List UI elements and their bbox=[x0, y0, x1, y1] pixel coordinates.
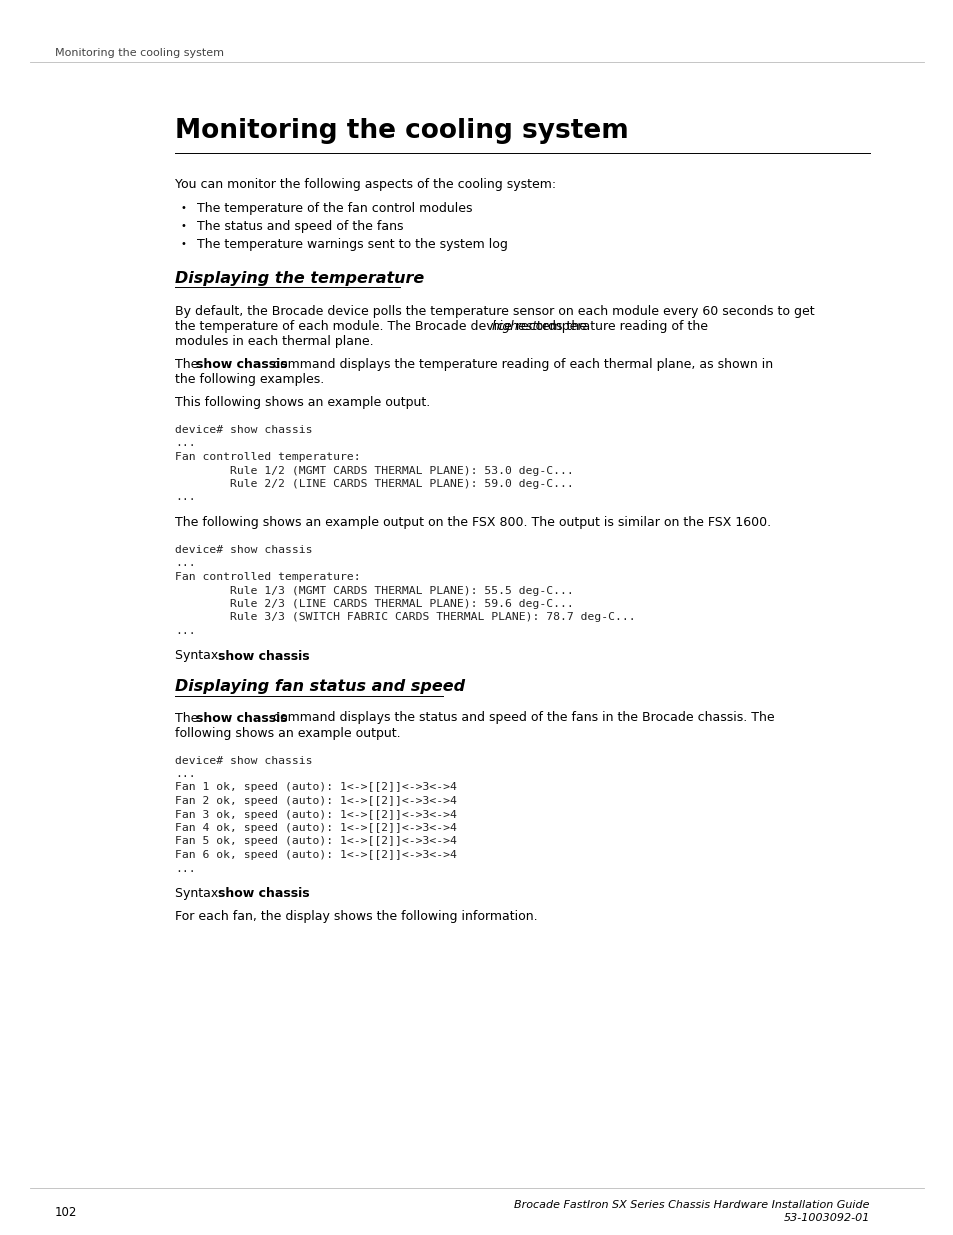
Text: Rule 1/3 (MGMT CARDS THERMAL PLANE): 55.5 deg-C...: Rule 1/3 (MGMT CARDS THERMAL PLANE): 55.… bbox=[174, 585, 573, 595]
Text: This following shows an example output.: This following shows an example output. bbox=[174, 396, 430, 409]
Text: ...: ... bbox=[174, 558, 195, 568]
Text: •: • bbox=[181, 203, 187, 212]
Text: ...: ... bbox=[174, 493, 195, 503]
Text: The: The bbox=[174, 358, 202, 370]
Text: ...: ... bbox=[174, 438, 195, 448]
Text: Rule 1/2 (MGMT CARDS THERMAL PLANE): 53.0 deg-C...: Rule 1/2 (MGMT CARDS THERMAL PLANE): 53.… bbox=[174, 466, 573, 475]
Text: Monitoring the cooling system: Monitoring the cooling system bbox=[55, 48, 224, 58]
Text: •: • bbox=[181, 221, 187, 231]
Text: Rule 3/3 (SWITCH FABRIC CARDS THERMAL PLANE): 78.7 deg-C...: Rule 3/3 (SWITCH FABRIC CARDS THERMAL PL… bbox=[174, 613, 635, 622]
Text: Fan 2 ok, speed (auto): 1<->[[2]]<->3<->4: Fan 2 ok, speed (auto): 1<->[[2]]<->3<->… bbox=[174, 797, 456, 806]
Text: temperature reading of the: temperature reading of the bbox=[533, 320, 707, 333]
Text: Syntax:: Syntax: bbox=[174, 887, 226, 900]
Text: The: The bbox=[174, 711, 202, 725]
Text: Fan controlled temperature:: Fan controlled temperature: bbox=[174, 572, 360, 582]
Text: Fan controlled temperature:: Fan controlled temperature: bbox=[174, 452, 360, 462]
Text: Displaying the temperature: Displaying the temperature bbox=[174, 270, 424, 287]
Text: device# show chassis: device# show chassis bbox=[174, 545, 313, 555]
Text: The following shows an example output on the FSX 800. The output is similar on t: The following shows an example output on… bbox=[174, 516, 770, 529]
Text: Fan 5 ok, speed (auto): 1<->[[2]]<->3<->4: Fan 5 ok, speed (auto): 1<->[[2]]<->3<->… bbox=[174, 836, 456, 846]
Text: ...: ... bbox=[174, 863, 195, 873]
Text: 53-1003092-01: 53-1003092-01 bbox=[782, 1213, 869, 1223]
Text: following shows an example output.: following shows an example output. bbox=[174, 726, 400, 740]
Text: command displays the temperature reading of each thermal plane, as shown in: command displays the temperature reading… bbox=[269, 358, 772, 370]
Text: 102: 102 bbox=[55, 1207, 77, 1219]
Text: Fan 4 ok, speed (auto): 1<->[[2]]<->3<->4: Fan 4 ok, speed (auto): 1<->[[2]]<->3<->… bbox=[174, 823, 456, 832]
Text: The temperature warnings sent to the system log: The temperature warnings sent to the sys… bbox=[196, 238, 507, 251]
Text: For each fan, the display shows the following information.: For each fan, the display shows the foll… bbox=[174, 910, 537, 923]
Text: device# show chassis: device# show chassis bbox=[174, 425, 313, 435]
Text: show chassis: show chassis bbox=[195, 358, 287, 370]
Text: show chassis: show chassis bbox=[218, 650, 310, 662]
Text: device# show chassis: device# show chassis bbox=[174, 756, 313, 766]
Text: Syntax:: Syntax: bbox=[174, 650, 226, 662]
Text: show chassis: show chassis bbox=[218, 887, 310, 900]
Text: ...: ... bbox=[174, 769, 195, 779]
Text: the temperature of each module. The Brocade device records the: the temperature of each module. The Broc… bbox=[174, 320, 590, 333]
Text: show chassis: show chassis bbox=[195, 711, 287, 725]
Text: Fan 1 ok, speed (auto): 1<->[[2]]<->3<->4: Fan 1 ok, speed (auto): 1<->[[2]]<->3<->… bbox=[174, 783, 456, 793]
Text: Displaying fan status and speed: Displaying fan status and speed bbox=[174, 679, 465, 694]
Text: Rule 2/2 (LINE CARDS THERMAL PLANE): 59.0 deg-C...: Rule 2/2 (LINE CARDS THERMAL PLANE): 59.… bbox=[174, 479, 573, 489]
Text: modules in each thermal plane.: modules in each thermal plane. bbox=[174, 335, 374, 348]
Text: the following examples.: the following examples. bbox=[174, 373, 324, 387]
Text: Monitoring the cooling system: Monitoring the cooling system bbox=[174, 119, 628, 144]
Text: The status and speed of the fans: The status and speed of the fans bbox=[196, 220, 403, 233]
Text: Brocade FastIron SX Series Chassis Hardware Installation Guide: Brocade FastIron SX Series Chassis Hardw… bbox=[514, 1200, 869, 1210]
Text: highest: highest bbox=[491, 320, 537, 333]
Text: command displays the status and speed of the fans in the Brocade chassis. The: command displays the status and speed of… bbox=[269, 711, 774, 725]
Text: •: • bbox=[181, 240, 187, 249]
Text: Rule 2/3 (LINE CARDS THERMAL PLANE): 59.6 deg-C...: Rule 2/3 (LINE CARDS THERMAL PLANE): 59.… bbox=[174, 599, 573, 609]
Text: Fan 3 ok, speed (auto): 1<->[[2]]<->3<->4: Fan 3 ok, speed (auto): 1<->[[2]]<->3<->… bbox=[174, 809, 456, 820]
Text: You can monitor the following aspects of the cooling system:: You can monitor the following aspects of… bbox=[174, 178, 556, 191]
Text: By default, the Brocade device polls the temperature sensor on each module every: By default, the Brocade device polls the… bbox=[174, 305, 814, 317]
Text: ...: ... bbox=[174, 626, 195, 636]
Text: Fan 6 ok, speed (auto): 1<->[[2]]<->3<->4: Fan 6 ok, speed (auto): 1<->[[2]]<->3<->… bbox=[174, 850, 456, 860]
Text: The temperature of the fan control modules: The temperature of the fan control modul… bbox=[196, 203, 472, 215]
